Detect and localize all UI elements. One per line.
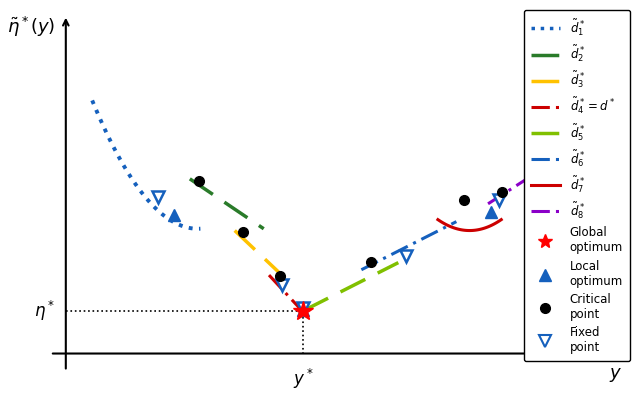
Text: $\tilde{\eta}^*(y)$: $\tilde{\eta}^*(y)$ [7, 15, 55, 39]
Text: $y^*$: $y^*$ [293, 367, 314, 391]
Text: $y$: $y$ [609, 366, 623, 384]
Legend: $\tilde{d}_1^*$, $\tilde{d}_2^*$, $\tilde{d}_3^*$, $\tilde{d}_4^* = d^*$, $\tild: $\tilde{d}_1^*$, $\tilde{d}_2^*$, $\tild… [524, 10, 630, 361]
Text: $\eta^*$: $\eta^*$ [34, 299, 55, 323]
